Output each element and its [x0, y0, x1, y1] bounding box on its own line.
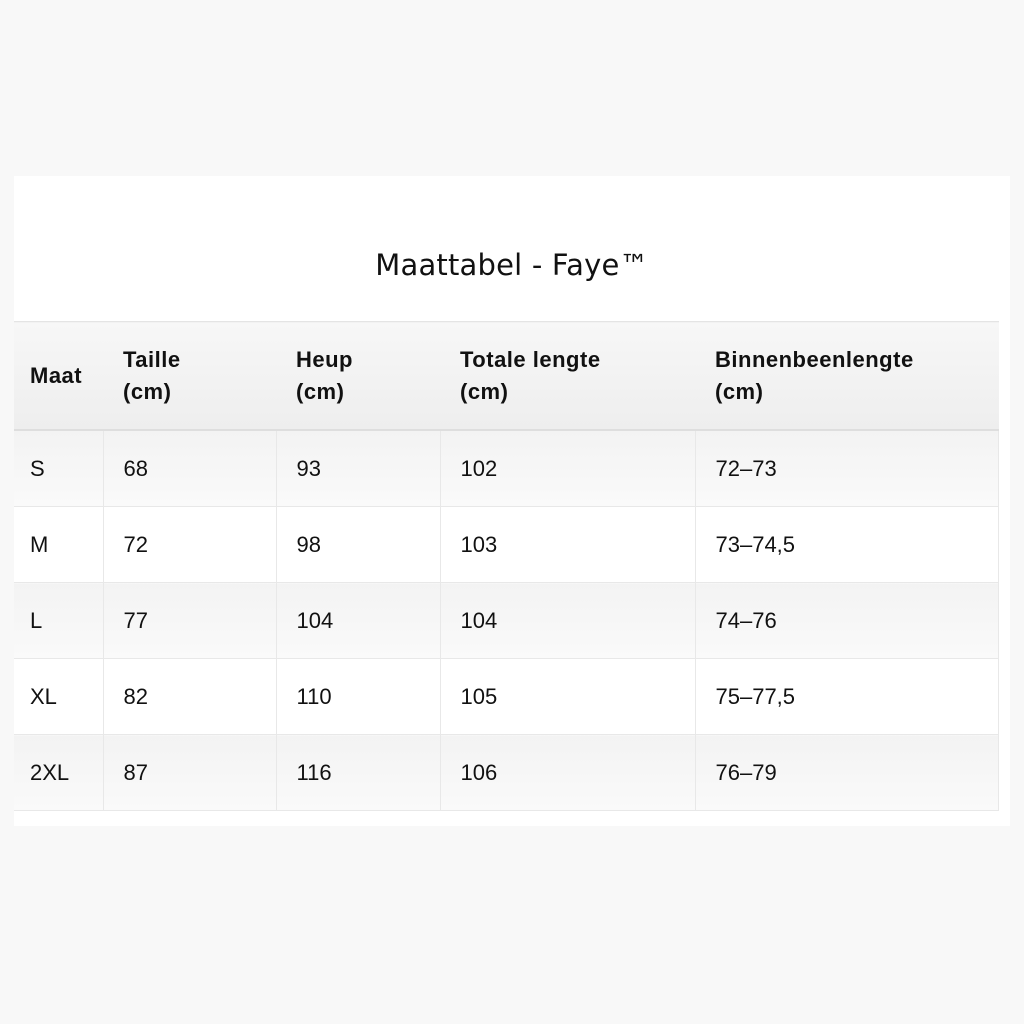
cell-inseam: 73–74,5 [694, 506, 999, 583]
cell-size: M [14, 506, 104, 583]
cell-hip: 104 [275, 582, 441, 659]
cell-size: 2XL [14, 734, 104, 811]
cell-inseam: 72–73 [694, 429, 999, 507]
table-row: L 77 104 104 74–76 [14, 582, 999, 659]
cell-inseam: 76–79 [694, 734, 999, 811]
cell-hip: 98 [275, 506, 441, 583]
cell-total-length: 105 [439, 658, 696, 735]
column-header-total-length: Totale lengte (cm) [440, 321, 695, 431]
column-header-text: (cm) [123, 378, 172, 404]
column-header-text: Maat [30, 362, 83, 388]
table-row: M 72 98 103 73–74,5 [14, 506, 999, 583]
cell-waist: 77 [102, 582, 277, 659]
column-header-text: (cm) [296, 378, 345, 404]
cell-size: L [14, 582, 104, 659]
chart-title: Maattabel - Faye™ [375, 248, 649, 282]
table-row: 2XL 87 116 106 76–79 [14, 734, 999, 811]
column-header-text: Totale lengte [460, 346, 601, 372]
column-header-size: Maat [14, 321, 103, 431]
cell-waist: 68 [102, 429, 277, 507]
column-header-hip: Heup (cm) [276, 321, 440, 431]
cell-total-length: 102 [439, 429, 696, 507]
cell-hip: 116 [275, 734, 441, 811]
cell-hip: 110 [275, 658, 441, 735]
column-header-text: (cm) [715, 378, 764, 404]
cell-waist: 87 [102, 734, 277, 811]
column-header-text: Binnenbeenlengte [715, 346, 914, 372]
cell-total-length: 104 [439, 582, 696, 659]
cell-waist: 72 [102, 506, 277, 583]
cell-total-length: 106 [439, 734, 696, 811]
size-table: Maat Taille (cm) Heup (cm) Totale lengte (cm) B… [14, 321, 999, 811]
column-header-waist: Taille (cm) [103, 321, 276, 431]
cell-inseam: 74–76 [694, 582, 999, 659]
column-header-text: Heup [296, 346, 353, 372]
cell-inseam: 75–77,5 [694, 658, 999, 735]
table-row: S 68 93 102 72–73 [14, 429, 999, 507]
cell-total-length: 103 [439, 506, 696, 583]
cell-size: S [14, 429, 104, 507]
table-row: XL 82 110 105 75–77,5 [14, 658, 999, 735]
column-header-inseam: Binnenbeenlengte (cm) [695, 321, 999, 431]
cell-hip: 93 [275, 429, 441, 507]
cell-size: XL [14, 658, 104, 735]
cell-waist: 82 [102, 658, 277, 735]
column-header-text: (cm) [460, 378, 509, 404]
table-header-row: Maat Taille (cm) Heup (cm) Totale lengte (cm) B… [14, 321, 999, 431]
column-header-text: Taille [123, 346, 181, 372]
